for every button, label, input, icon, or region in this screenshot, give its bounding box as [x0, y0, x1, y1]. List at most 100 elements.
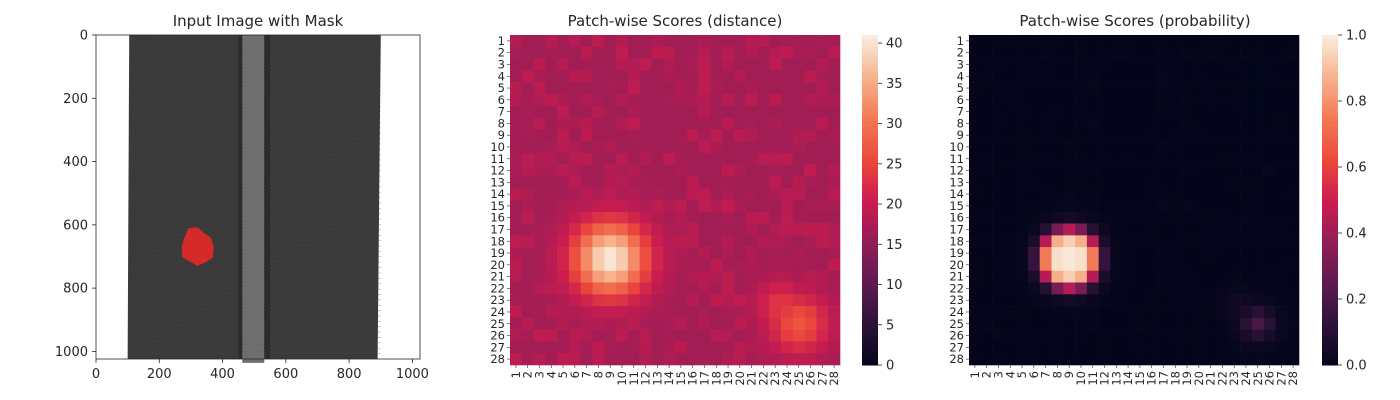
heatmap-cell	[1004, 105, 1017, 118]
heatmap-cell	[1192, 294, 1206, 307]
heatmap-cell	[1134, 211, 1147, 224]
heatmap-cell	[792, 93, 805, 107]
heatmap-cell	[1228, 353, 1241, 366]
heatmap-cell	[568, 105, 582, 118]
heatmap-cell	[1192, 353, 1206, 366]
colorbar-segment	[862, 290, 878, 296]
heatmap-cell	[1051, 294, 1064, 307]
heatmap-cell	[580, 70, 593, 83]
colorbar-segment	[1322, 125, 1338, 131]
heatmap-cell	[1157, 46, 1170, 59]
col-label: 24	[780, 371, 794, 386]
heatmap-cell	[757, 35, 770, 48]
heatmap-cell	[792, 188, 805, 201]
heatmap-cell	[1287, 341, 1300, 354]
heatmap-cell	[1145, 223, 1158, 236]
heatmap-cell	[992, 294, 1005, 307]
heatmap-cell	[722, 223, 735, 236]
zipper-tooth	[242, 355, 265, 360]
colorbar-segment	[862, 286, 878, 292]
heatmap-cell	[592, 152, 605, 165]
heatmap-cell	[1075, 282, 1088, 295]
heatmap-cell	[616, 164, 629, 177]
heatmap-cell	[510, 200, 523, 213]
heatmap-cell	[1287, 306, 1300, 319]
heatmap-cell	[675, 58, 688, 71]
heatmap-cell	[816, 35, 829, 48]
heatmap-cell	[1287, 93, 1300, 107]
heatmap-cell	[604, 294, 617, 307]
heatmap-cell	[1204, 46, 1217, 59]
heatmap-cell	[1110, 70, 1123, 83]
heatmap-cell	[1240, 258, 1253, 272]
heatmap-cell	[1039, 58, 1052, 71]
heatmap-cell	[1157, 317, 1170, 330]
heatmap-cell	[627, 82, 640, 95]
heatmap-cell	[757, 82, 770, 95]
heatmap-cell	[1204, 223, 1217, 236]
heatmap-cell	[969, 329, 982, 342]
heatmap-cell	[781, 329, 794, 342]
heatmap-cell	[686, 329, 699, 342]
heatmap-cell	[639, 317, 652, 330]
heatmap-cell	[1263, 117, 1276, 130]
heatmap-cell	[616, 46, 629, 59]
heatmap-cell	[722, 176, 735, 189]
heatmap-cell	[1204, 129, 1217, 142]
heatmap-cell	[1098, 105, 1111, 118]
heatmap-cell	[1004, 247, 1017, 260]
colorbar-segment	[1322, 43, 1338, 48]
zipper-tooth	[242, 282, 265, 287]
heatmap-cell	[686, 58, 699, 71]
col-label: 16	[686, 371, 700, 386]
heatmap-cell	[1216, 35, 1229, 48]
colorbar-segment	[1322, 257, 1338, 263]
heatmap-cell	[616, 270, 629, 283]
heatmap-cell	[580, 211, 593, 224]
heatmap-cell	[1122, 93, 1135, 107]
row-label: 24	[949, 305, 964, 319]
heatmap-cell	[1134, 353, 1147, 366]
heatmap-cell	[1240, 188, 1253, 201]
heatmap-cell	[1086, 258, 1099, 272]
heatmap-cell	[828, 58, 841, 71]
heatmap-cell	[1263, 129, 1276, 142]
heatmap-cell	[710, 247, 723, 260]
heatmap-cell	[828, 329, 841, 342]
heatmap-cell	[1027, 141, 1041, 154]
colorbar-tick-label: 0.8	[1346, 95, 1367, 110]
heatmap-cell	[698, 152, 711, 165]
heatmap-cell	[769, 117, 782, 130]
col-label: 25	[1251, 371, 1265, 386]
heatmap-cell	[1251, 200, 1264, 213]
colorbar-tick-label: 0.6	[1346, 161, 1367, 176]
colorbar-segment	[862, 55, 878, 61]
heatmap-cell	[1287, 70, 1300, 83]
heatmap-cell	[639, 35, 652, 48]
heatmap-cell	[1204, 353, 1217, 366]
distance-heatmap-title: Patch-wise Scores (distance)	[568, 12, 783, 30]
heatmap-cell	[1169, 317, 1182, 330]
heatmap-cell	[745, 282, 758, 295]
anomaly-mask	[181, 227, 214, 266]
heatmap-cell	[604, 70, 617, 83]
colorbar-segment	[862, 142, 878, 147]
heatmap-cell	[804, 93, 817, 107]
heatmap-cell	[1192, 258, 1206, 272]
heatmap-cell	[698, 258, 711, 272]
heatmap-cell	[639, 141, 652, 154]
heatmap-cell	[1145, 93, 1158, 107]
heatmap-cell	[686, 82, 699, 95]
heatmap-cell	[980, 58, 993, 71]
heatmap-cell	[1086, 176, 1099, 189]
colorbar-segment	[862, 311, 878, 317]
zipper-tooth	[242, 256, 265, 261]
heatmap-cell	[816, 93, 829, 107]
colorbar-segment	[862, 266, 878, 271]
heatmap-cell	[710, 188, 723, 201]
col-label: 9	[1062, 371, 1076, 378]
heatmap-cell	[1086, 58, 1099, 71]
heatmap-cell	[1075, 129, 1088, 142]
heatmap-cell	[1275, 35, 1288, 48]
col-label: 23	[1227, 371, 1241, 386]
